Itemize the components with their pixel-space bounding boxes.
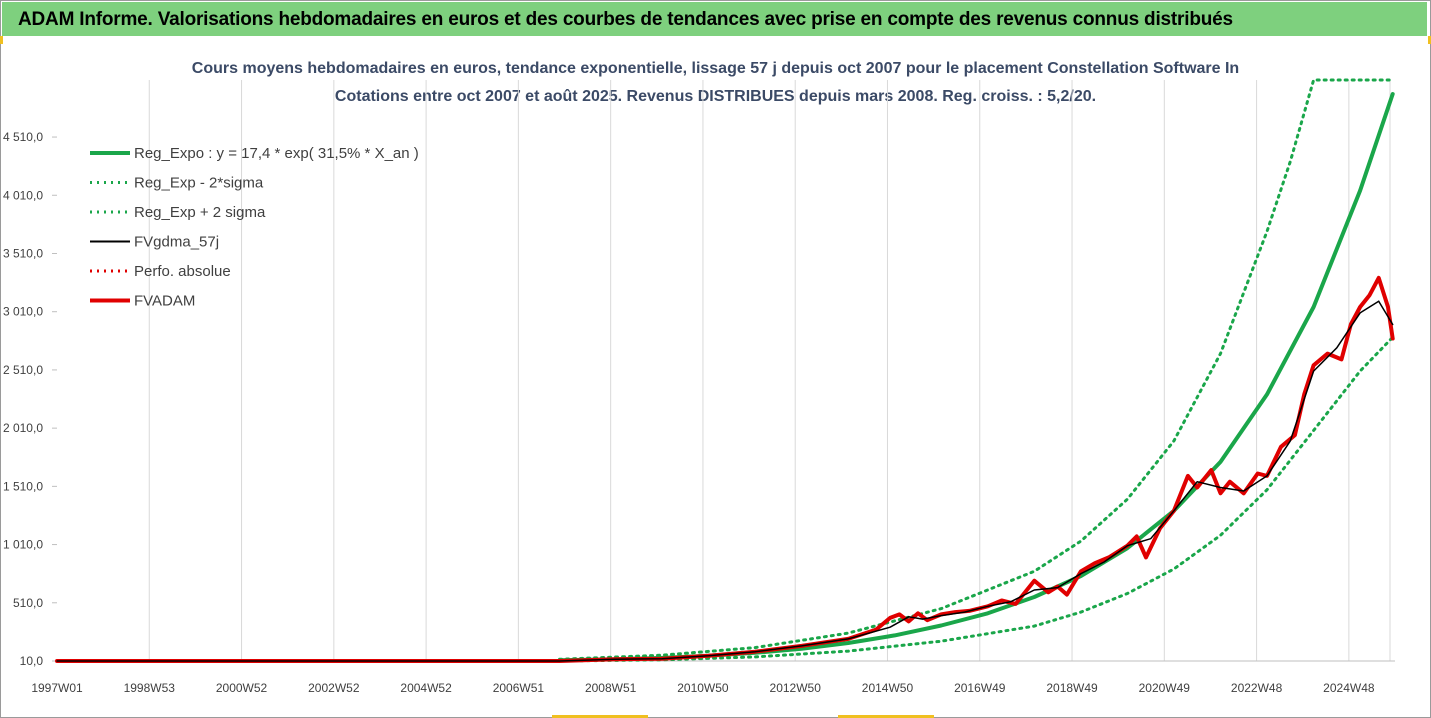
x-tick-label: 1997W01 <box>31 681 83 695</box>
x-tick-label: 2002W52 <box>308 681 360 695</box>
y-tick-label: 4 510,0 <box>3 130 43 144</box>
x-tick-label: 2020W49 <box>1139 681 1191 695</box>
y-tick-label: 3 510,0 <box>3 246 43 260</box>
x-tick-label: 2018W49 <box>1046 681 1098 695</box>
header-title: ADAM Informe. Valorisations hebdomadaire… <box>18 9 1233 30</box>
x-tick-label: 2014W50 <box>862 681 914 695</box>
legend-label: Perfo. absolue <box>134 263 231 280</box>
y-tick-label: 10,0 <box>20 654 44 668</box>
x-tick-label: 1998W53 <box>124 681 176 695</box>
header-bar: ADAM Informe. Valorisations hebdomadaire… <box>2 2 1427 36</box>
x-tick-label: 2006W51 <box>493 681 545 695</box>
series-line-0 <box>557 92 1395 663</box>
y-tick-label: 1 010,0 <box>3 538 43 552</box>
legend-label: FVADAM <box>134 293 195 310</box>
series-line-1 <box>558 335 1395 663</box>
chart-subtitle: Cotations entre oct 2007 et août 2025. R… <box>334 88 1097 105</box>
corner-mark-top-right <box>1428 36 1431 44</box>
corner-mark-bottom-left <box>552 715 648 718</box>
x-tick-label: 2022W48 <box>1231 681 1283 695</box>
legend-label: Reg_Exp + 2 sigma <box>134 204 266 221</box>
series-line-5 <box>55 275 1395 663</box>
series-line-3 <box>56 300 1394 662</box>
x-tick-label: 2004W52 <box>400 681 452 695</box>
y-tick-label: 510,0 <box>13 596 43 610</box>
x-tick-label: 2008W51 <box>585 681 637 695</box>
y-tick-label: 2 010,0 <box>3 421 43 435</box>
x-tick-label: 2016W49 <box>954 681 1006 695</box>
x-tick-label: 2024W48 <box>1323 681 1375 695</box>
y-tick-label: 3 010,0 <box>3 305 43 319</box>
legend-label: Reg_Exp - 2*sigma <box>134 175 264 192</box>
x-tick-label: 2012W50 <box>770 681 822 695</box>
corner-mark-bottom-right <box>838 715 934 718</box>
x-tick-label: 2010W50 <box>677 681 729 695</box>
x-tick-label: 2000W52 <box>216 681 268 695</box>
legend-label: FVgdma_57j <box>134 234 219 251</box>
series-line-2 <box>558 78 1395 661</box>
legend-label: Reg_Expo : y = 17,4 * exp( 31,5% * X_an … <box>134 145 419 162</box>
corner-mark-top-left <box>0 36 3 44</box>
y-tick-label: 4 010,0 <box>3 188 43 202</box>
y-tick-label: 1 510,0 <box>3 479 43 493</box>
y-tick-label: 2 510,0 <box>3 363 43 377</box>
chart-title: Cours moyens hebdomadaires en euros, ten… <box>191 60 1240 77</box>
